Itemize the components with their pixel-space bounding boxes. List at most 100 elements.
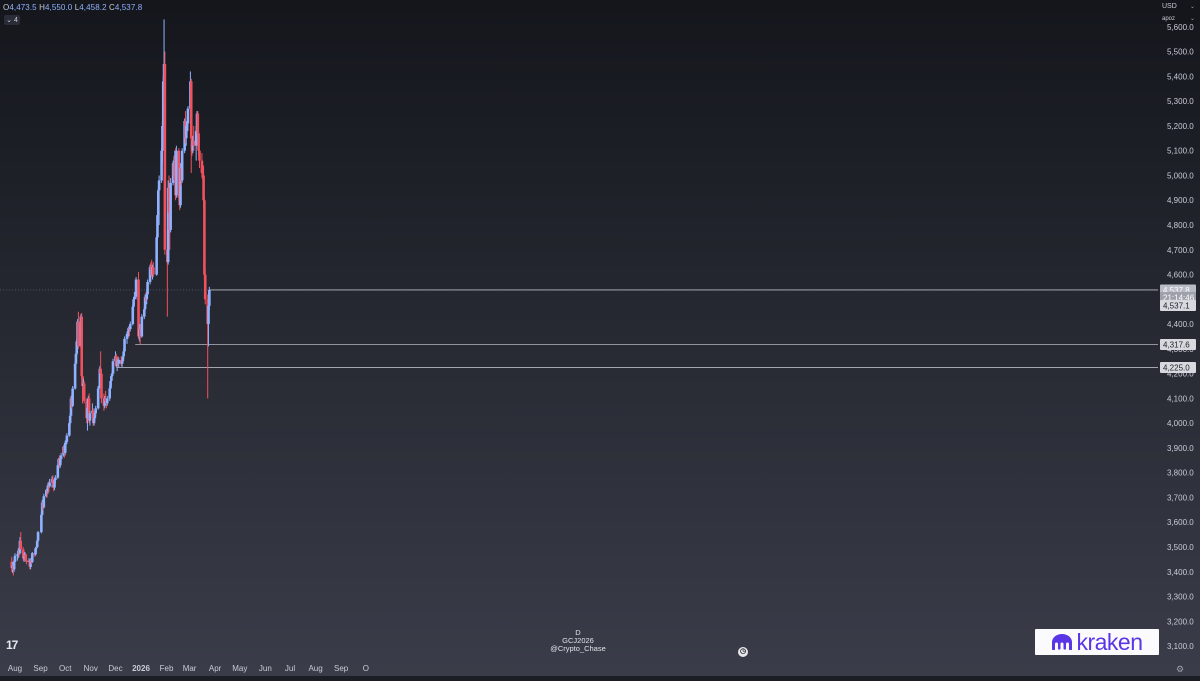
time-tick-label: O [363,664,369,673]
candle [194,125,198,161]
candle-body [146,281,149,295]
candle-body [40,514,43,533]
kraken-logo: kraken [1035,629,1159,655]
gear-icon[interactable]: ⚙ [1176,664,1185,674]
ohlc-legend: O4,473.5 H4,550.0 L4,458.2 C4,537.8 [3,3,142,12]
candle [40,512,43,534]
candle-body [98,368,102,387]
candle-body [200,160,204,173]
candle-body [34,548,37,555]
price-label-box [1160,339,1196,351]
candle-body [36,532,40,541]
candle-body [140,316,144,337]
candle [73,361,77,390]
candle-body [203,200,206,275]
candle-body [189,81,193,139]
price-label-text: 4,537.1 [1163,302,1190,311]
candle-body [122,351,126,357]
candle-body [185,123,189,126]
candle [30,551,34,564]
scale-label: apoz [1162,16,1176,22]
candle-body [166,187,170,263]
close-label: C [108,3,115,12]
candle-body [68,423,71,436]
candle [58,457,62,468]
candle-body [156,215,159,238]
chevron-down-icon: ⌄ [1189,16,1195,22]
candle [140,314,144,338]
scale-selector[interactable]: apoz ⌄ [1160,14,1198,24]
candle [128,321,132,332]
candle-body [202,175,205,201]
candle [177,148,181,201]
candle [24,553,28,562]
candle-body [110,376,113,382]
candle [19,532,23,550]
high-label: H [39,3,45,12]
candle [123,336,126,354]
candle-body [137,279,140,337]
clock-icon[interactable]: ◷ [738,647,748,657]
price-tick-label: 3,300.0 [1167,593,1194,602]
candle [96,386,100,410]
currency-selector[interactable]: USD ⌄ [1160,2,1198,12]
candle-body [160,150,163,181]
price-labels: 4,537.821:14:464,537.1 4,317.6 4,225.0 [1160,284,1196,373]
candle-body [207,305,210,325]
candle [42,493,46,509]
price-tick-label: 5,600.0 [1167,23,1194,32]
candle-body [192,140,195,146]
candles [10,19,211,576]
candle-body [145,294,149,300]
candle [198,148,201,169]
time-tick-label: Aug [8,664,22,673]
price-tick-label: 4,700.0 [1167,246,1194,255]
candle-body [25,560,28,562]
price-label: 4,317.6 [1160,339,1196,351]
candle-body [125,334,129,339]
price-tick-label: 4,800.0 [1167,221,1194,230]
candle [117,357,121,368]
time-tick-label: Aug [308,664,322,673]
candle [111,358,115,375]
open-label: O [3,3,10,12]
candle [207,305,210,347]
indicators-toggle-button[interactable]: ⌄ 4 [4,15,20,25]
kraken-wordmark: kraken [1076,629,1143,655]
candle [81,373,84,404]
candle [103,395,107,409]
candle [36,530,40,543]
candle [74,351,78,369]
candle-body [73,363,77,389]
candle-body [97,386,101,389]
time-axis[interactable]: Aug Sep Oct Nov Dec 2026 Feb Mar Apr May Jun Jul Aug… [8,664,369,673]
candle [163,51,167,255]
candle-body [87,398,91,421]
candle-body [156,190,160,216]
candle-body [46,485,50,492]
candle-body [59,455,63,460]
candle [156,187,160,218]
watermark-symbol: GCJ2026 [562,636,594,645]
candle-body [148,267,152,282]
candle-body [19,540,23,550]
candle-body [24,554,28,561]
candle-body [157,180,161,191]
price-label: 4,537.1 [1160,300,1196,312]
tradingview-logo[interactable]: 17 [6,638,18,652]
price-axis[interactable]: 3,100.0 3,200.0 3,300.0 3,400.0 3,500.0 3,600… [1167,23,1194,651]
price-label-text: 4,537.8 [1163,286,1190,295]
candle [155,234,158,276]
candle-body [42,496,46,508]
candle-body [53,480,56,488]
candle-body [203,274,207,300]
candle [10,556,14,572]
candle [77,311,80,349]
candle [82,381,86,404]
candle-body [152,267,155,275]
candle [59,452,63,463]
watermark-author: @Crypto_Chase [550,644,606,653]
candle [21,547,25,561]
